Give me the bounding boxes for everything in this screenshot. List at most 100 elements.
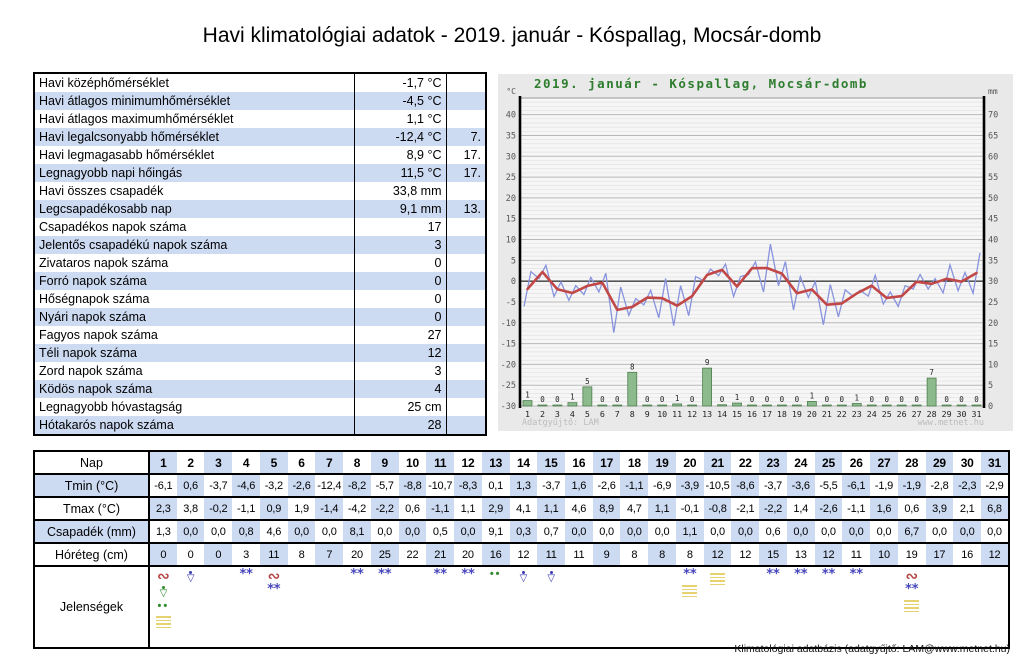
daily-cell: -4,2 xyxy=(343,496,371,520)
daily-row: Nap 1 2 3 4 5 6 7 8 9 10 11 12 13 14 15 16 17 18 19 20 21 22 23… xyxy=(34,451,1009,474)
stats-value: 3 xyxy=(353,236,446,254)
precip-bar xyxy=(806,401,817,407)
daily-data-body: Nap 1 2 3 4 5 6 7 8 9 10 11 12 13 14 15 16 17 18 19 20 21 22 23… xyxy=(34,451,1009,648)
day-tick: 24 xyxy=(867,409,877,419)
shower-dot xyxy=(189,571,193,574)
stats-row: Havi átlagos minimumhőmérséklet -4,5 °C xyxy=(34,92,486,110)
fog-line xyxy=(682,595,698,597)
stats-value: 8,9 °C xyxy=(353,146,446,164)
stats-row: Téli napok száma 12 xyxy=(34,344,486,362)
daily-cell: 19 xyxy=(897,542,926,566)
daily-cell: 1,3 xyxy=(149,519,177,543)
stats-row: Hőségnapok száma 0 xyxy=(34,290,486,308)
stats-label: Forró napok száma xyxy=(34,272,354,290)
stats-row: Jelentős csapadékú napok száma 3 xyxy=(34,236,486,254)
snow-icon: ** xyxy=(433,567,447,582)
day-tick: 12 xyxy=(687,409,697,419)
snow-icon: ** xyxy=(378,567,392,582)
precip-bar-label: 0 xyxy=(840,395,845,404)
phenomena-cell: ** xyxy=(232,565,260,648)
phenomena-cell xyxy=(648,565,676,648)
daily-cell: 3 xyxy=(204,451,233,474)
phenomena-symbol-stack: ** xyxy=(842,567,870,581)
precip-bar xyxy=(552,404,563,407)
fog-line xyxy=(682,585,698,587)
daily-cell: -2,2 xyxy=(370,496,399,520)
daily-cell: 21 xyxy=(703,451,732,474)
phenomena-symbol-stack: ▽ xyxy=(510,567,538,584)
daily-cell: 13 xyxy=(481,451,510,474)
snow-icon: ** xyxy=(239,567,253,582)
daily-cell: 0,0 xyxy=(981,519,1009,543)
daily-row-label: Tmin (°C) xyxy=(34,473,150,497)
daily-cell: -10,5 xyxy=(703,473,732,497)
stats-label: Zivataros napok száma xyxy=(39,256,169,270)
day-tick: 7 xyxy=(615,409,620,419)
stats-label: Zord napok száma xyxy=(39,364,143,378)
daily-cell: 1,6 xyxy=(565,473,593,497)
stats-value: 3 xyxy=(353,362,446,380)
precip-bar xyxy=(702,367,712,407)
day-tick: 26 xyxy=(897,409,907,419)
snow-icon: ** xyxy=(350,567,364,582)
chart-title: 2019. január - Kóspallag, Mocsár-domb xyxy=(534,76,868,91)
stats-label: Nyári napok száma xyxy=(34,308,354,326)
daily-cell: 9,1 xyxy=(481,519,510,543)
precip-bar-label: 0 xyxy=(795,395,800,404)
phenomena-cell: •• xyxy=(481,565,510,648)
left-axis-tick: -20 xyxy=(501,360,516,370)
precip-bar xyxy=(821,404,832,407)
daily-cell: 23 xyxy=(759,451,787,474)
stats-row: Hótakarós napok száma 28 xyxy=(34,416,486,435)
daily-cell: 11 xyxy=(842,542,871,566)
daily-cell: 4,6 xyxy=(259,519,288,543)
daily-cell: -5,5 xyxy=(814,473,843,497)
daily-cell: 25 xyxy=(814,451,843,474)
rain-shower-icon: ▽ xyxy=(159,586,168,599)
daily-cell: 12 xyxy=(509,542,538,566)
daily-cell: 0,0 xyxy=(176,519,205,543)
stats-row: Fagyos napok száma 27 xyxy=(34,326,486,344)
stats-value: 0 xyxy=(353,290,446,308)
phenomena-cell: ** xyxy=(786,565,815,648)
precip-bar-label: 0 xyxy=(600,395,605,404)
daily-cell: 1,4 xyxy=(786,496,815,520)
left-axis-tick: 25 xyxy=(506,173,516,183)
daily-cell: 0,0 xyxy=(454,519,482,543)
daily-cell: 20 xyxy=(683,455,697,470)
daily-cell: 18 xyxy=(627,455,641,470)
phenomena-cell xyxy=(592,565,621,648)
precip-bar xyxy=(627,371,638,407)
right-axis-tick: 0 xyxy=(988,402,993,412)
stats-day xyxy=(445,380,486,398)
stats-label: Téli napok száma xyxy=(34,344,354,362)
snow-icon: ** xyxy=(461,567,475,582)
shower-dot xyxy=(161,586,165,589)
phenomena-cell xyxy=(731,565,760,648)
phenomena-cell xyxy=(925,565,954,648)
daily-cell: 7 xyxy=(315,542,344,566)
shower-triangle: ▽ xyxy=(159,588,168,599)
daily-cell: 0,0 xyxy=(786,519,815,543)
stats-day: 17. xyxy=(445,146,486,164)
fog-line xyxy=(682,588,698,590)
daily-cell: -3,7 xyxy=(204,473,233,497)
daily-cell: 0,0 xyxy=(648,519,676,543)
daily-cell: -2,2 xyxy=(759,496,787,520)
daily-cell: 4,1 xyxy=(509,496,538,520)
phenomena-symbol-stack: ** xyxy=(759,567,787,581)
daily-cell: -2,6 xyxy=(592,473,621,497)
daily-cell: 4,7 xyxy=(620,496,649,520)
shower-triangle: ▽ xyxy=(547,573,555,584)
stats-row: Csapadékos napok száma 17 xyxy=(34,218,486,236)
fog-line xyxy=(710,576,726,578)
phenomena-cell: ** xyxy=(426,565,455,648)
fog-line xyxy=(710,580,726,582)
daily-cell: 1,1 xyxy=(454,496,482,520)
precip-bar xyxy=(971,404,982,407)
daily-cell: 8 xyxy=(620,542,649,566)
daily-cell: 3,8 xyxy=(176,496,205,520)
precip-bar xyxy=(851,403,862,407)
fog-line xyxy=(904,603,920,605)
day-tick: 1 xyxy=(525,409,530,419)
